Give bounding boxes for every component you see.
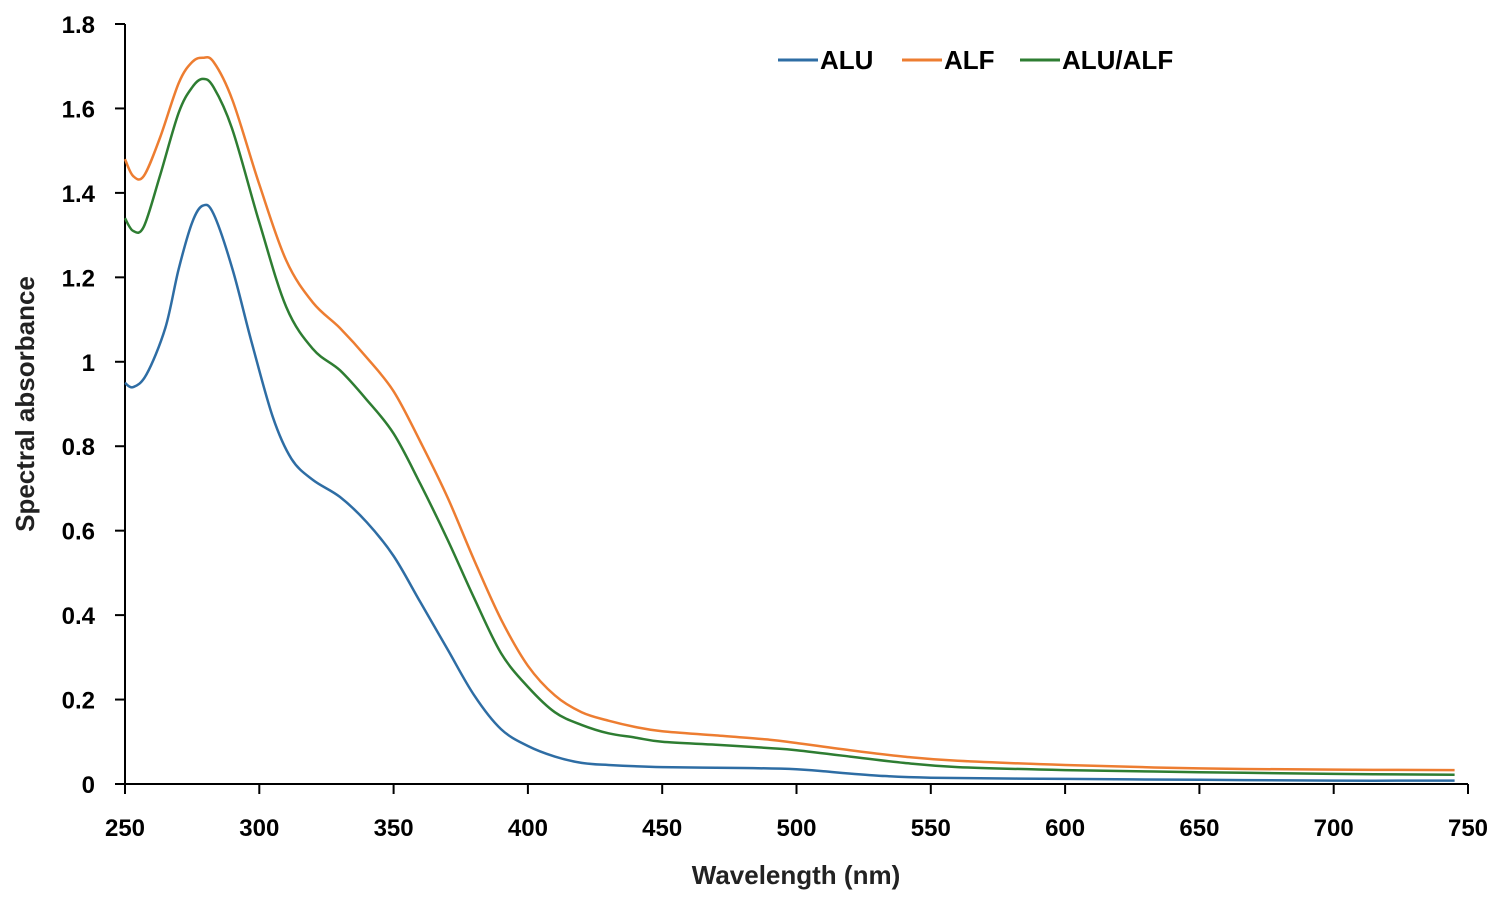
x-tick-label: 250 bbox=[105, 815, 145, 842]
x-tick-label: 350 bbox=[374, 815, 414, 842]
legend-label-alu-alf: ALU/ALF bbox=[1062, 45, 1173, 75]
x-tick-label: 600 bbox=[1045, 815, 1085, 842]
y-tick-label: 1.8 bbox=[62, 12, 95, 39]
axes: 250 300 350 400 450 500 550 600 650 700 750 0 0.2 0.4… bbox=[62, 12, 1488, 842]
x-tick-label: 700 bbox=[1314, 815, 1354, 842]
x-tick-label: 450 bbox=[642, 815, 682, 842]
x-tick-label: 500 bbox=[776, 815, 816, 842]
x-tick-label: 400 bbox=[508, 815, 548, 842]
series-line-alf bbox=[123, 56, 1455, 772]
y-tick-label: 0.6 bbox=[62, 519, 95, 546]
y-tick-label: 1.2 bbox=[62, 265, 95, 292]
legend-label-alu: ALU bbox=[820, 45, 873, 75]
series-line-alu-alf bbox=[123, 77, 1455, 776]
y-tick-label: 0.8 bbox=[62, 434, 95, 461]
y-tick-label: 0 bbox=[82, 772, 95, 799]
y-axis-title: Spectral absorbance bbox=[10, 276, 40, 532]
series-line-alu bbox=[124, 203, 1455, 782]
legend-label-alf: ALF bbox=[944, 45, 995, 75]
x-tick-label: 650 bbox=[1179, 815, 1219, 842]
series-lines bbox=[123, 56, 1455, 782]
y-tick-label: 0.4 bbox=[62, 603, 96, 630]
x-tick-label: 550 bbox=[911, 815, 951, 842]
y-tick-label: 1 bbox=[82, 350, 95, 377]
y-tick-label: 1.6 bbox=[62, 96, 95, 123]
x-tick-label: 300 bbox=[239, 815, 279, 842]
y-tick-label: 0.2 bbox=[62, 688, 95, 715]
y-tick-label: 1.4 bbox=[62, 181, 96, 208]
x-tick-label: 750 bbox=[1448, 815, 1488, 842]
x-axis-title: Wavelength (nm) bbox=[692, 860, 900, 890]
legend: ALU ALF ALU/ALF bbox=[778, 45, 1173, 75]
